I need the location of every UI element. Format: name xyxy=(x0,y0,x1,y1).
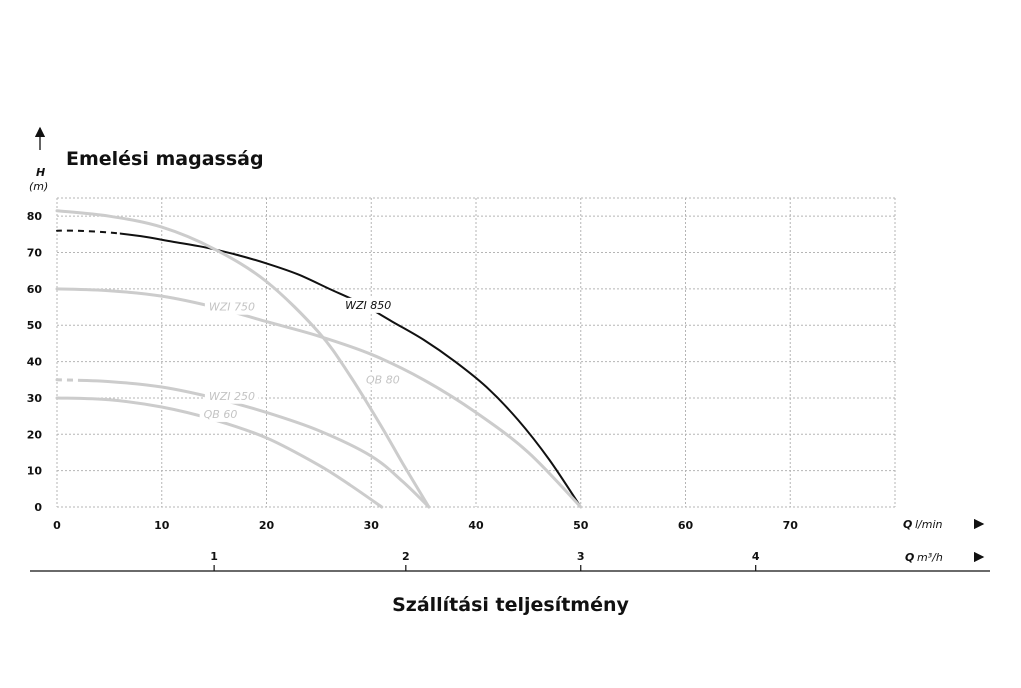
x2-axis-unit: m³/h xyxy=(917,551,943,564)
curves xyxy=(55,209,583,509)
x-tick-label: 0 xyxy=(53,519,61,532)
x-axis-unit: l/min xyxy=(915,518,943,531)
x2-tick-label: 3 xyxy=(577,550,585,563)
x-tick-label: 70 xyxy=(783,519,799,532)
x-tick-label: 50 xyxy=(573,519,589,532)
x-tick-label: 10 xyxy=(154,519,170,532)
x-axis-title: Szállítási teljesítmény xyxy=(392,594,629,616)
series-line-wzi-750 xyxy=(55,287,583,509)
series-line-wzi-250 xyxy=(55,378,431,509)
y-tick-label: 10 xyxy=(27,465,43,478)
x2-axis-symbol: Q xyxy=(905,551,914,564)
x-tick-label: 30 xyxy=(364,519,380,532)
y-axis-symbol: H xyxy=(36,166,45,179)
y-tick-label: 20 xyxy=(27,428,43,441)
y-axis-title: Emelési magasság xyxy=(66,148,264,170)
curve-label-bg xyxy=(199,406,240,422)
series-line-wzi-850 xyxy=(56,229,582,508)
series-label-qb-60: QB 60 xyxy=(204,408,238,421)
series-label-qb-80: QB 80 xyxy=(366,373,400,386)
curve-label-bg xyxy=(341,297,395,313)
y-tick-label: 60 xyxy=(27,283,43,296)
curve-label-bg xyxy=(204,388,259,404)
y-tick-label: 70 xyxy=(27,247,43,260)
x-tick-label: 40 xyxy=(468,519,484,532)
curve-label-bg xyxy=(362,372,403,388)
y-tick-label: 50 xyxy=(27,319,43,332)
y-tick-label: 40 xyxy=(27,356,43,369)
x-tick-label: 60 xyxy=(678,519,694,532)
series-label-wzi-250: WZI 250 xyxy=(209,390,255,403)
y-tick-label: 80 xyxy=(27,210,43,223)
x2-tick-label: 4 xyxy=(752,550,760,563)
series-line-qb-60 xyxy=(55,396,384,509)
y-axis-unit: (m) xyxy=(29,180,48,193)
x-axis-symbol: Q xyxy=(903,518,912,531)
x-tick-label: 20 xyxy=(259,519,275,532)
curve-labels: WZI 850 WZI 750 QB 80 WZI 250 QB 60 xyxy=(199,297,403,422)
curve-label-bg xyxy=(204,299,259,315)
series-label-wzi-750: WZI 750 xyxy=(209,301,255,314)
x2-tick-label: 2 xyxy=(402,550,410,563)
y-tick-label: 0 xyxy=(34,501,42,514)
x2-tick-label: 1 xyxy=(210,550,218,563)
series-line-qb-80 xyxy=(55,209,431,509)
tick-labels: 0 10 20 30 40 50 60 70 80 0 10 20 30 40 50 60 70 1 2 3 4 xyxy=(27,210,799,571)
y-tick-label: 30 xyxy=(27,392,43,405)
series-label-wzi-850: WZI 850 xyxy=(345,299,391,312)
